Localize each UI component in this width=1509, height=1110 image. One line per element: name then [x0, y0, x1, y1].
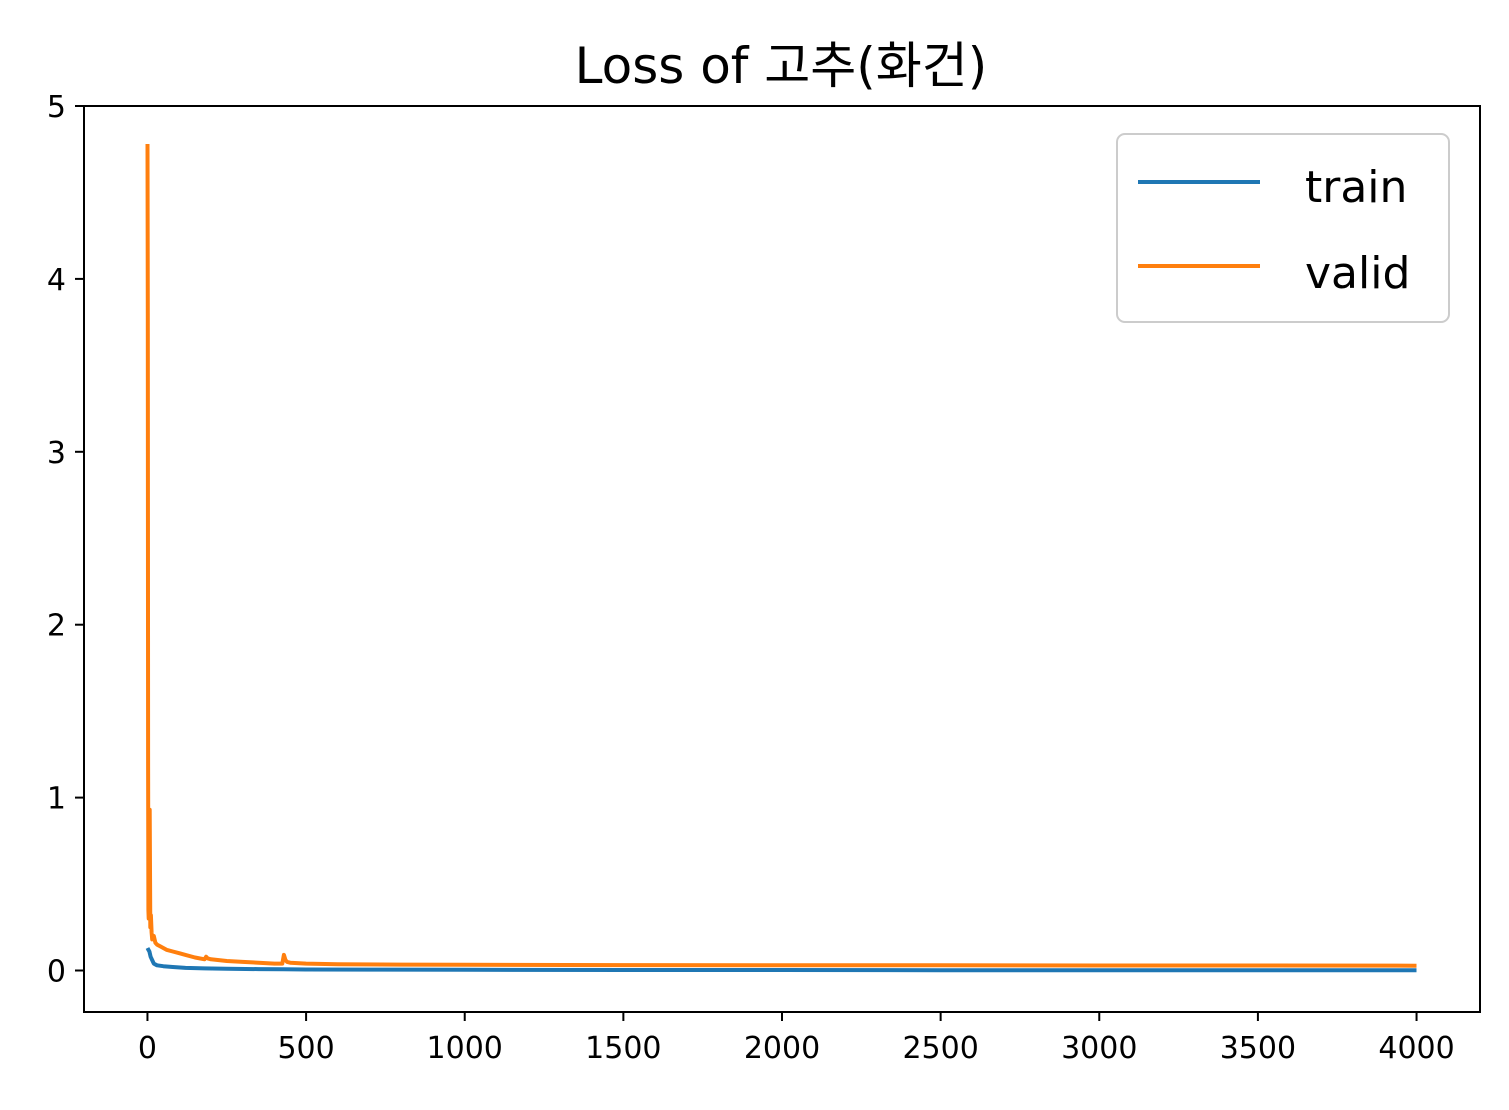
x-tick-label: 2500: [902, 1031, 978, 1066]
y-tick-label: 3: [47, 436, 66, 471]
series-line-train: [145, 947, 1417, 973]
legend: train valid: [1116, 133, 1450, 323]
x-tick-label: 2000: [744, 1031, 820, 1066]
axis-ticks: 0 500 1000 1500 2000 2500 3000 3500 4000 0 1 2 3 4 5: [47, 90, 1455, 1066]
x-tick-label: 1000: [427, 1031, 503, 1066]
y-tick-label: 1: [47, 782, 66, 817]
legend-label-valid: valid: [1305, 248, 1410, 299]
y-tick-label: 4: [47, 263, 66, 298]
x-tick-label: 1500: [585, 1031, 661, 1066]
x-tick-label: 3500: [1220, 1031, 1296, 1066]
series-layer: [145, 143, 1417, 973]
x-tick-label: 3000: [1061, 1031, 1137, 1066]
chart-title: Loss of 고추(화건): [575, 37, 988, 95]
y-tick-label: 5: [47, 90, 66, 125]
x-tick-label: 500: [277, 1031, 334, 1066]
series-line-valid: [145, 143, 1417, 968]
x-tick-label: 0: [138, 1031, 157, 1066]
y-tick-label: 0: [47, 955, 66, 990]
y-tick-label: 2: [47, 609, 66, 644]
legend-label-train: train: [1305, 162, 1407, 213]
x-tick-label: 4000: [1378, 1031, 1454, 1066]
